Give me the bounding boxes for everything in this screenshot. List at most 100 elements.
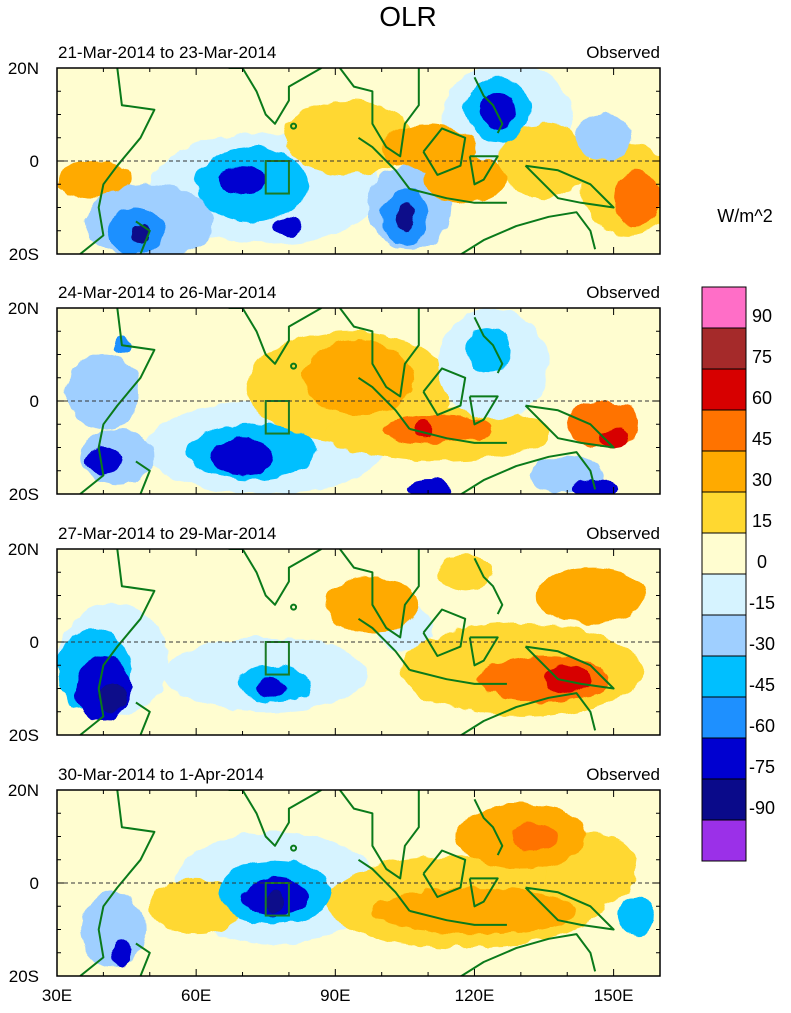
axis-ticks xyxy=(56,307,661,495)
olr-field xyxy=(57,68,660,254)
y-tick-label: 20N xyxy=(8,299,39,318)
java-coast xyxy=(409,187,507,204)
colorbar: 90 75 60 45 30 15 0 -15 -30 -45 -60 -75 -90 xyxy=(701,286,775,862)
anomaly-contours xyxy=(80,803,656,967)
negative-anomaly xyxy=(576,114,633,161)
panel-date-range: 24-Mar-2014 to 26-Mar-2014 xyxy=(58,283,276,302)
africa-coast xyxy=(79,308,156,494)
colorbar-swatch xyxy=(701,778,747,821)
colorbar-swatch xyxy=(701,737,747,780)
x-tick-label: 60E xyxy=(181,986,211,1005)
positive-anomaly xyxy=(372,887,577,935)
colorbar-swatch xyxy=(701,614,747,657)
positive-anomaly xyxy=(497,123,591,199)
sri-lanka-coast xyxy=(290,603,298,611)
colorbar-swatch xyxy=(701,327,747,370)
y-tick-label: 0 xyxy=(30,392,39,411)
colorbar-label: 75 xyxy=(752,347,772,367)
y-tick-label: 20N xyxy=(8,59,39,78)
positive-anomaly xyxy=(302,340,415,415)
new-guinea-coast xyxy=(524,645,615,690)
indochina-coast xyxy=(339,549,420,639)
negative-anomaly xyxy=(112,938,132,967)
africa-coast xyxy=(79,68,156,254)
new-guinea-coast xyxy=(524,404,615,449)
positive-anomaly xyxy=(599,428,628,448)
coastlines xyxy=(79,549,615,735)
y-tick-label: 0 xyxy=(30,633,39,652)
sumatra-coast xyxy=(357,858,411,912)
sulawesi-coast xyxy=(468,155,499,186)
anomaly-contours xyxy=(66,308,642,494)
axis-ticks xyxy=(56,548,661,736)
philippines-coast xyxy=(473,557,504,615)
x-tick-label: 120E xyxy=(455,986,495,1005)
x-tick-label: 30E xyxy=(42,986,72,1005)
india-coast xyxy=(228,68,322,125)
india-coast xyxy=(228,308,322,365)
sumatra-coast xyxy=(357,617,411,671)
new-guinea-coast xyxy=(524,886,615,931)
panel-label: Observed xyxy=(586,524,660,543)
negative-anomaly xyxy=(275,216,303,236)
africa-coast xyxy=(79,549,156,735)
coastlines xyxy=(79,308,615,494)
indochina-coast xyxy=(339,68,420,158)
negative-anomaly xyxy=(404,480,452,494)
sri-lanka-coast xyxy=(290,122,298,130)
australia-coast xyxy=(459,451,597,494)
sri-lanka-coast xyxy=(290,362,298,370)
positive-anomaly xyxy=(437,553,494,591)
negative-anomaly xyxy=(219,165,266,194)
anomaly-contours xyxy=(57,68,660,254)
panel-label: Observed xyxy=(586,283,660,302)
india-coast xyxy=(228,790,322,847)
negative-anomaly xyxy=(465,326,512,374)
sulawesi-coast xyxy=(468,395,499,426)
java-coast xyxy=(409,909,507,926)
coastlines xyxy=(79,790,615,976)
positive-anomaly xyxy=(544,665,591,694)
map-panels: 20N 0 20S 21-Mar-2014 to 23-Mar-2014 Observe… xyxy=(8,43,661,1005)
positive-anomaly xyxy=(534,567,647,624)
y-tick-label: 20S xyxy=(9,485,39,504)
panel-date-range: 21-Mar-2014 to 23-Mar-2014 xyxy=(58,43,276,62)
positive-anomaly xyxy=(423,156,507,203)
colorbar-label: -90 xyxy=(749,798,775,818)
colorbar-label: -75 xyxy=(749,757,775,777)
negative-anomaly xyxy=(256,679,285,698)
colorbar-label: -30 xyxy=(749,634,775,654)
philippines-coast xyxy=(473,76,504,134)
colorbar-label: -45 xyxy=(749,675,775,695)
colorbar-label: 15 xyxy=(752,511,772,531)
axis-ticks xyxy=(56,67,661,255)
y-tick-label: 20S xyxy=(9,726,39,745)
y-tick-label: 20N xyxy=(8,781,39,800)
negative-anomaly xyxy=(395,202,415,231)
colorbar-swatch xyxy=(701,450,747,493)
negative-anomaly xyxy=(265,892,285,911)
australia-coast xyxy=(459,933,597,976)
madagascar-coast xyxy=(135,942,151,976)
madagascar-coast xyxy=(135,460,151,494)
panel-date-range: 30-Mar-2014 to 1-Apr-2014 xyxy=(58,765,264,784)
philippines-coast xyxy=(473,798,504,856)
colorbar-swatch xyxy=(701,286,747,329)
colorbar-label: 90 xyxy=(752,306,772,326)
positive-anomaly xyxy=(613,170,660,227)
axis-ticks xyxy=(56,789,661,977)
australia-coast xyxy=(459,211,597,254)
colorbar-label: 45 xyxy=(752,429,772,449)
colorbar-label: 60 xyxy=(752,388,772,408)
indochina-coast xyxy=(339,790,420,880)
panel-label: Observed xyxy=(586,43,660,62)
map-panel: 20N 0 20S 24-Mar-2014 to 26-Mar-2014 Observe… xyxy=(8,283,661,504)
indochina-coast xyxy=(339,308,420,398)
borneo-coast xyxy=(422,608,467,657)
colorbar-swatch xyxy=(701,409,747,452)
colorbar-label: -15 xyxy=(749,593,775,613)
positive-anomaly xyxy=(381,414,494,443)
negative-anomaly xyxy=(66,354,141,429)
colorbar-swatch xyxy=(701,696,747,739)
